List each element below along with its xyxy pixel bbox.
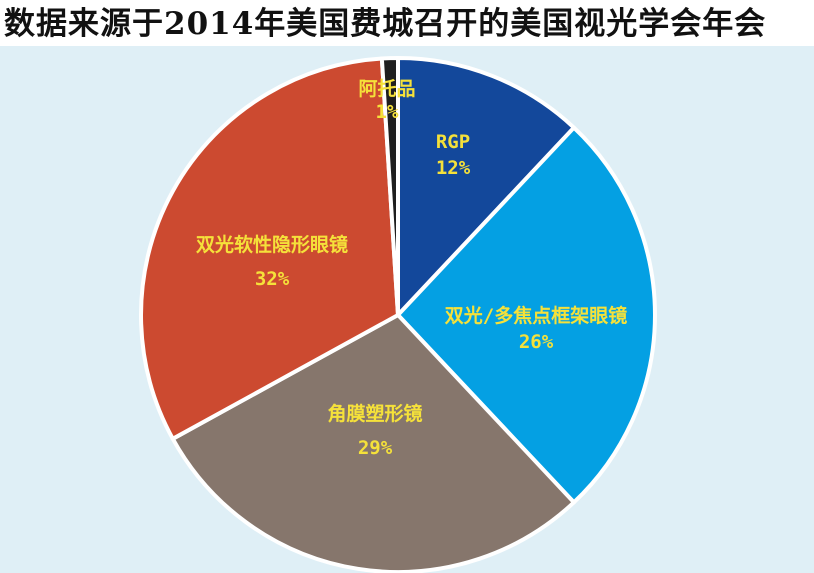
slice-category-label: 双光软性隐形眼镜: [196, 233, 348, 256]
slice-category-label: 双光/多焦点框架眼镜: [445, 304, 627, 327]
pie-slice: [396, 56, 576, 317]
slice-percent-label: 32%: [255, 268, 290, 290]
slice-category-label: RGP: [436, 131, 470, 153]
chart-title: 数据来源于2014年美国费城召开的美国视光学会年会: [4, 6, 767, 42]
pie-slice: [170, 313, 576, 573]
pie-slice: [379, 56, 400, 317]
slice-percent-label: 12%: [436, 157, 471, 179]
pie-slice: [396, 125, 657, 505]
slice-percent-label: 29%: [358, 437, 393, 459]
pie-labels: RGP 12% 双光/多焦点框架眼镜 26% 角膜塑形镜 29% 双光软性隐形眼镜 32% 阿托…: [196, 78, 627, 459]
slice-category-label: 阿托品: [358, 78, 415, 100]
pie-slices: [139, 56, 657, 573]
pie-slice: [139, 56, 400, 441]
slice-category-label: 角膜塑形镜: [327, 402, 422, 425]
slice-percent-label: 26%: [519, 331, 554, 353]
slice-percent-label: 1%: [376, 101, 399, 123]
